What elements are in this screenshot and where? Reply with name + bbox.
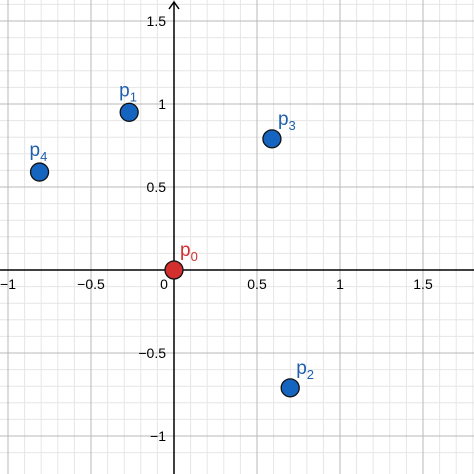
x-tick-label: −0.5 [77, 276, 105, 292]
point-p0 [164, 260, 184, 280]
point-label-p0: p0 [180, 240, 198, 264]
point-label-p4: p4 [30, 140, 48, 164]
tick-labels: 0 −1 −0.5 0.5 1 1.5 1.5 1 0.5 −0.5 −1 [0, 13, 433, 444]
point-label-p3: p3 [278, 109, 296, 133]
x-tick-label: 0.5 [247, 276, 267, 292]
x-tick-label: 1 [336, 276, 344, 292]
origin-label: 0 [160, 276, 168, 292]
point-label-p2: p2 [296, 358, 314, 382]
point-p3 [262, 129, 282, 149]
point-p1 [119, 102, 139, 122]
x-tick-label: −1 [0, 276, 16, 292]
y-tick-label: 1 [158, 96, 166, 112]
point-p2 [280, 378, 300, 398]
y-axis-arrow-icon [168, 0, 180, 10]
x-tick-label: 1.5 [413, 276, 433, 292]
y-tick-label: −0.5 [138, 345, 166, 361]
y-tick-label: 1.5 [147, 13, 167, 29]
point-p4 [29, 162, 50, 182]
point-label-p1: p1 [119, 80, 137, 104]
y-tick-label: 0.5 [147, 179, 167, 195]
y-tick-label: −1 [150, 428, 166, 444]
data-points: p0 p1 p2 p3 p4 [29, 80, 314, 398]
